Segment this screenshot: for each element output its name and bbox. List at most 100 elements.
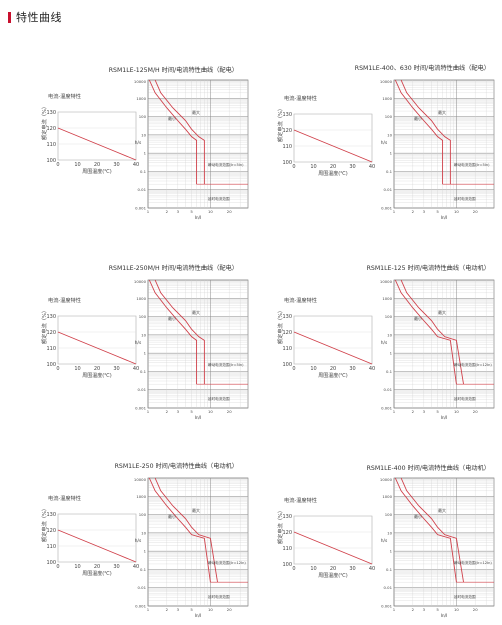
tc-xtick: 1 (147, 607, 150, 612)
tc-ytick: 10 (387, 132, 392, 137)
temp-xtick: 0 (56, 366, 59, 372)
tc-ytick: 100 (385, 314, 393, 319)
tc-xtick: 10 (454, 209, 459, 214)
tc-xtick: 3 (423, 607, 426, 612)
tc-curve (400, 477, 464, 583)
tc-curve (394, 79, 444, 185)
tc-xtick: 3 (423, 409, 426, 414)
temp-ytick: 100 (46, 560, 56, 566)
temp-xtick: 20 (330, 566, 336, 572)
tc-ytick: 1000 (382, 494, 392, 499)
tc-xtick: 10 (208, 607, 213, 612)
tc-xtick: 10 (454, 607, 459, 612)
temp-xtick: 30 (349, 366, 355, 372)
temp-ytick: 100 (282, 362, 292, 368)
tc-ytick: 100 (385, 114, 393, 119)
temp-curve (293, 331, 373, 365)
tc-ylabel: h/s (381, 140, 388, 146)
tc-annotation-delay: 延时电流范围 (454, 396, 476, 401)
tc-ytick: 0.001 (381, 406, 392, 411)
tc-xtick: 1 (393, 209, 396, 214)
tc-xtick: 20 (227, 607, 232, 612)
temp-ytick: 110 (282, 546, 292, 552)
temp-curve (57, 529, 137, 563)
tc-ytick: 0.001 (381, 206, 392, 211)
temp-xlabel: 周围温度(℃) (82, 168, 112, 175)
tc-ytick: 0.001 (135, 406, 146, 411)
tc-ytick: 1000 (382, 96, 392, 101)
tc-xtick: 20 (227, 209, 232, 214)
temp-chart-title: 电流-温度特性 (284, 496, 317, 504)
chart-title: RSM1LE-250 时间/电流特性曲线（电动机） (115, 462, 238, 470)
tc-xtick: 3 (177, 607, 180, 612)
temp-ylabel: 额定电流（%） (276, 308, 284, 344)
tc-annotation-instant: 瞬动电流范围(Ir=5In) (208, 162, 244, 167)
tc-ytick: 10000 (380, 279, 393, 284)
tc-ytick: 0.1 (140, 369, 147, 374)
tc-annotation-max: 最大 (438, 309, 446, 315)
temp-ytick: 130 (46, 512, 56, 518)
temp-xlabel: 周围温度(℃) (318, 572, 348, 579)
tc-xtick: 1 (147, 209, 150, 214)
tc-ytick: 1 (390, 549, 393, 554)
tc-xtick: 5 (190, 607, 193, 612)
tc-ytick: 0.1 (386, 567, 393, 572)
temp-ytick: 130 (282, 514, 292, 520)
tc-annotation-delay: 延时电流范围 (208, 396, 230, 401)
temp-xlabel: 周围温度(℃) (82, 570, 112, 577)
tc-annotation-max: 最大 (192, 109, 200, 115)
chart-panel: RSM1LE-250M/H 时间/电流特性曲线（配电） 电流-温度特性额定电流（%… (40, 264, 249, 421)
tc-ytick: 0.1 (386, 369, 393, 374)
tc-ytick: 1 (144, 549, 147, 554)
tc-ytick: 0.01 (138, 585, 147, 590)
temp-ytick: 130 (282, 112, 292, 118)
temp-frame (293, 315, 373, 365)
tc-annotation-delay: 延时电流范围 (454, 196, 476, 201)
temp-ylabel: 额定电流（%） (276, 106, 284, 142)
tc-curve (394, 279, 457, 385)
tc-annotation-min: 最小 (168, 315, 176, 321)
tc-xlabel: In/I (195, 613, 202, 619)
temp-xtick: 0 (292, 366, 295, 372)
temp-chart-title: 电流-温度特性 (48, 296, 81, 304)
tc-annotation-instant: 瞬动电流范围(Ir=5In) (208, 362, 244, 367)
tc-xlabel: In/I (441, 613, 448, 619)
tc-ylabel: h/s (135, 140, 142, 146)
temp-chart-title: 电流-温度特性 (48, 494, 81, 502)
tc-xtick: 3 (177, 209, 180, 214)
chart-title: RSM1LE-250M/H 时间/电流特性曲线（配电） (109, 264, 238, 272)
tc-annotation-delay: 延时电流范围 (208, 594, 230, 599)
temp-chart-title: 电流-温度特性 (284, 94, 317, 102)
tc-annotation-min: 最小 (414, 115, 422, 121)
tc-curve (148, 279, 198, 385)
temp-curve (57, 331, 137, 365)
tc-xlabel: In/I (195, 415, 202, 421)
tc-ytick: 100 (139, 114, 147, 119)
tc-xtick: 2 (166, 209, 169, 214)
temp-ytick: 120 (282, 330, 292, 336)
tc-annotation-min: 最小 (414, 315, 422, 321)
tc-xtick: 20 (227, 409, 232, 414)
tc-xtick: 1 (393, 409, 396, 414)
temp-ytick: 100 (46, 158, 56, 164)
temp-xtick: 0 (56, 162, 59, 168)
tc-curve (148, 79, 198, 185)
tc-annotation-min: 最小 (414, 513, 422, 519)
tc-ytick: 0.1 (140, 169, 147, 174)
tc-ytick: 10 (141, 132, 146, 137)
temp-ytick: 100 (282, 562, 292, 568)
temp-xtick: 10 (310, 366, 316, 372)
tc-ytick: 100 (385, 512, 393, 517)
tc-xtick: 5 (436, 607, 439, 612)
section-title: 特性曲线 (16, 11, 62, 24)
tc-ytick: 1 (144, 151, 147, 156)
chart-panel: RSM1LE-125 时间/电流特性曲线（电动机）电流-温度特性额定电流（%）1… (276, 264, 495, 421)
temp-xtick: 30 (349, 164, 355, 170)
temp-xtick: 40 (133, 366, 139, 372)
tc-ytick: 0.01 (138, 387, 147, 392)
tc-curve (400, 279, 464, 385)
tc-annotation-max: 最大 (192, 309, 200, 315)
temp-xtick: 30 (349, 566, 355, 572)
tc-xtick: 3 (177, 409, 180, 414)
tc-ytick: 10000 (380, 79, 393, 84)
